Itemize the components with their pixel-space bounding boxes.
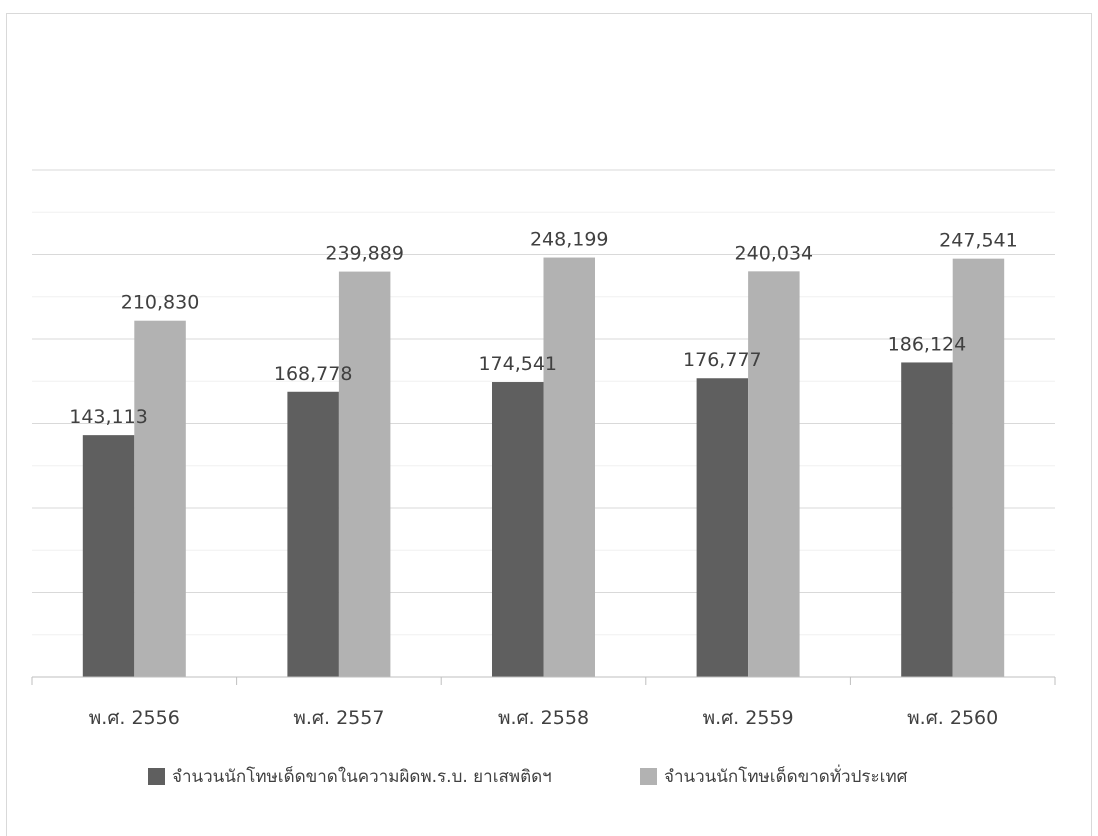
data-label: 168,778 [274,363,353,385]
data-label: 247,541 [939,230,1018,252]
legend-swatch-all-prisoners [640,768,657,785]
bar-all-prisoners-4 [952,258,1005,677]
data-labels: 143,113 210,830 168,778 239,889 174,541 248,1… [69,229,1017,429]
data-label: 239,889 [325,243,404,265]
legend-label-drug-offenders: จำนวนนักโทษเด็ดขาดในความผิดพ.ร.บ. ยาเสพต… [172,765,552,787]
bar-drug-offenders-2 [492,382,544,677]
legend-label-all-prisoners: จำนวนนักโทษเด็ดขาดทั่วประเทศ [664,764,908,787]
data-label: 176,777 [683,349,762,371]
legend: จำนวนนักโทษเด็ดขาดในความผิดพ.ร.บ. ยาเสพต… [148,764,908,787]
bar-all-prisoners-2 [543,257,595,677]
bar-drug-offenders-3 [696,378,749,677]
data-label: 210,830 [121,292,200,314]
data-label: 174,541 [478,353,557,375]
x-tick-label: พ.ศ. 2558 [498,707,589,729]
data-label: 248,199 [530,229,609,251]
data-label: 143,113 [69,406,148,428]
x-tick-label: พ.ศ. 2560 [907,707,998,729]
bar-drug-offenders-4 [901,362,953,677]
bar-all-prisoners-1 [338,271,391,677]
x-tick-label: พ.ศ. 2559 [703,707,794,729]
legend-swatch-drug-offenders [148,768,165,785]
x-tick-label: พ.ศ. 2557 [293,707,384,729]
bar-all-prisoners-3 [748,271,800,677]
x-axis: พ.ศ. 2556 พ.ศ. 2557 พ.ศ. 2558 พ.ศ. 2559 พ.ศ.… [31,676,1056,729]
bar-all-prisoners-0 [134,320,186,677]
bar-drug-offenders-0 [82,435,135,677]
bars [82,257,1005,677]
data-label: 240,034 [735,242,814,264]
bar-drug-offenders-1 [287,391,339,677]
x-tick-label: พ.ศ. 2556 [89,707,180,729]
data-label: 186,124 [888,333,967,355]
